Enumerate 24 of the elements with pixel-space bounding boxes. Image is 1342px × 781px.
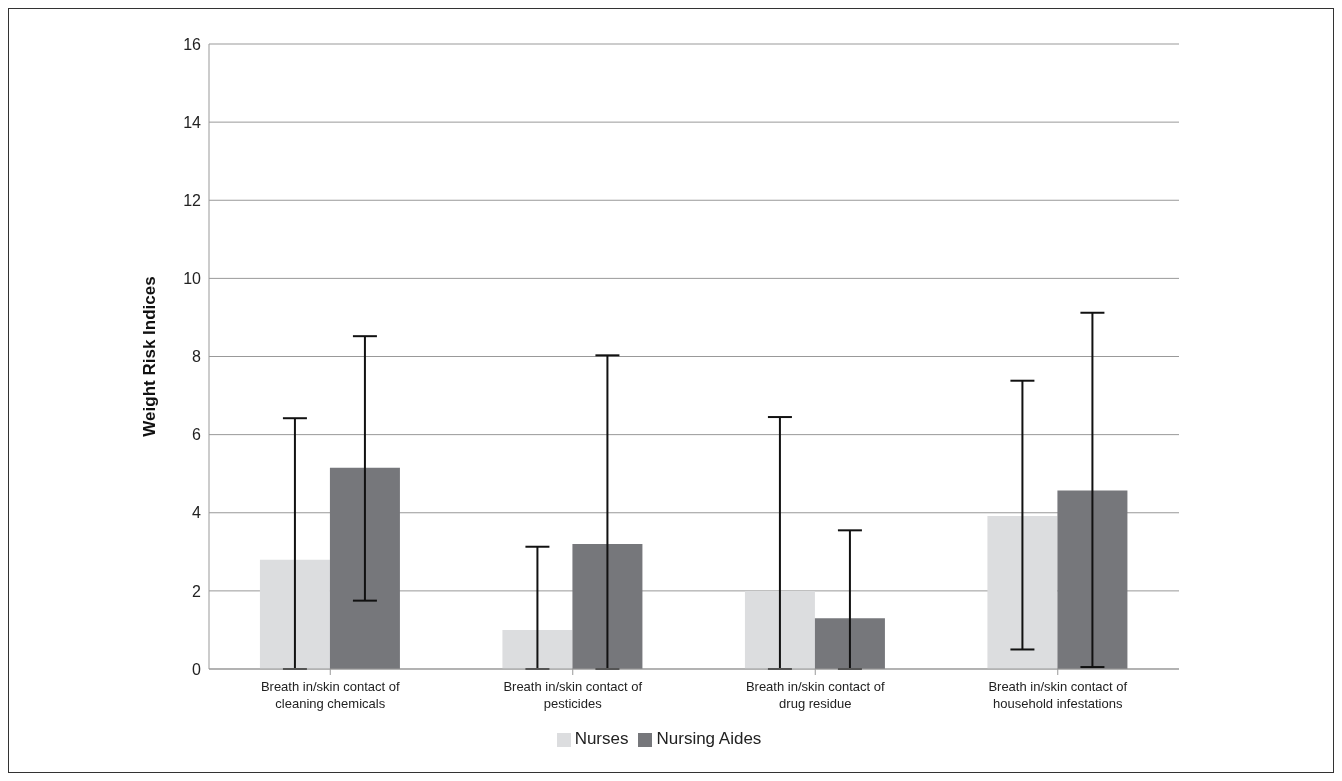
bar: [572, 544, 643, 669]
y-tick-label: 12: [183, 191, 202, 209]
legend-label: Nurses: [574, 729, 629, 748]
x-tick-label: Breath in/skin contact of household infestations: [988, 679, 1128, 711]
bar: [987, 515, 1058, 669]
legend-label: Nursing Aides: [656, 729, 762, 748]
x-tick-label: Breath in/skin contact of cleaning chemicals: [260, 679, 400, 711]
y-tick-label: 2: [192, 582, 202, 600]
y-axis-title: Weight Risk Indices: [140, 276, 160, 437]
bar: [814, 618, 885, 669]
y-tick-label: 4: [192, 504, 202, 522]
y-tick-label: 0: [192, 660, 202, 678]
y-tick-label: 10: [183, 270, 202, 288]
bar: [744, 590, 815, 669]
bar: [502, 629, 573, 669]
bar: [329, 467, 400, 669]
bar: [259, 559, 330, 669]
y-tick-label: 14: [183, 113, 202, 131]
y-tick-label: 16: [183, 35, 202, 53]
y-tick-label: 6: [192, 426, 202, 444]
y-tick-label: 8: [192, 348, 202, 366]
x-tick-label: Breath in/skin contact of pesticides: [503, 679, 643, 711]
bar: [1057, 490, 1128, 669]
x-tick-label: Breath in/skin contact of drug residue: [745, 679, 885, 711]
